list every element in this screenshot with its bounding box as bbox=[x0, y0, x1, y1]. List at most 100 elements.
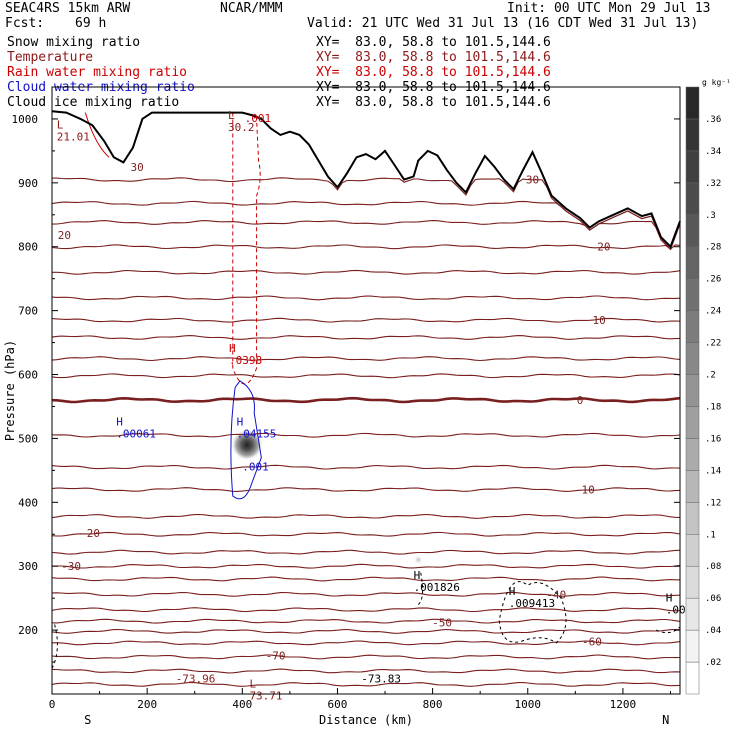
colorbar-swatch bbox=[685, 310, 700, 343]
colorbar-label: .2 bbox=[705, 371, 716, 381]
center-label: NCAR/MMM bbox=[220, 1, 283, 16]
cloud-water-contour bbox=[230, 380, 262, 500]
field-name-temperature: Temperature bbox=[7, 50, 94, 65]
colorbar-label: .34 bbox=[705, 147, 721, 157]
extremum-label: 30.2 bbox=[228, 121, 255, 134]
isotherm-line bbox=[51, 531, 681, 537]
colorbar-label: .08 bbox=[705, 562, 721, 572]
y-tick-label: 200 bbox=[18, 624, 38, 637]
colorbar-swatch bbox=[685, 661, 700, 695]
isotherm-line bbox=[51, 356, 681, 362]
field-xy-snow: XY= 83.0, 58.8 to 101.5,144.6 bbox=[316, 35, 551, 50]
cloud-ice-contour bbox=[656, 626, 681, 634]
extremum-label: H bbox=[666, 591, 673, 604]
colorbar-label: .22 bbox=[705, 339, 721, 349]
colorbar-label: .18 bbox=[705, 402, 721, 412]
y-tick-label: 400 bbox=[18, 496, 38, 509]
isotherm-label: 20 bbox=[58, 229, 71, 242]
isotherm-line bbox=[52, 269, 681, 275]
colorbar-label: .06 bbox=[705, 594, 721, 604]
colorbar-label: .32 bbox=[705, 179, 721, 189]
extremum-label: 21.01 bbox=[57, 131, 90, 144]
colorbar-swatch bbox=[685, 214, 700, 247]
isotherm-label: -20 bbox=[80, 527, 100, 540]
isotherm-line bbox=[51, 396, 681, 404]
colorbar-swatch bbox=[685, 86, 700, 120]
init-time: Init: 00 UTC Mon 29 Jul 13 bbox=[507, 1, 711, 16]
field-xy-cloud-ice: XY= 83.0, 58.8 to 101.5,144.6 bbox=[316, 95, 551, 110]
cloud-water-label: .001 bbox=[242, 460, 269, 473]
cloud-ice-contour bbox=[498, 581, 567, 644]
rain-water-contour bbox=[84, 112, 110, 158]
isotherm-line bbox=[51, 317, 681, 323]
isotherm-label: 30 bbox=[526, 174, 539, 187]
colorbar-swatch bbox=[685, 470, 700, 503]
field-name-rain: Rain water mixing ratio bbox=[7, 65, 188, 80]
colorbar-swatch bbox=[685, 374, 700, 407]
isotherm-line bbox=[51, 200, 681, 251]
y-tick-label: 600 bbox=[18, 369, 38, 382]
field-name-cloud-ice: Cloud ice mixing ratio bbox=[7, 95, 180, 110]
x-tick-label: 1000 bbox=[515, 698, 542, 711]
isotherm-line bbox=[51, 591, 681, 597]
x-tick-label: 0 bbox=[49, 698, 56, 711]
isotherm-label: -60 bbox=[582, 636, 602, 649]
colorbar-label: .26 bbox=[705, 275, 721, 285]
colorbar-swatch bbox=[685, 246, 700, 279]
extremum-label: .009413 bbox=[509, 597, 555, 610]
y-tick-label: 300 bbox=[18, 560, 38, 573]
isotherm-line bbox=[51, 618, 681, 624]
extremum-label: L bbox=[249, 678, 256, 691]
isotherm-line bbox=[52, 563, 681, 569]
cloud-water-label: H bbox=[237, 416, 244, 429]
isotherm-line bbox=[51, 513, 681, 519]
cloud-water-label: .04155 bbox=[237, 428, 277, 441]
colorbar-label: .24 bbox=[705, 307, 721, 317]
colorbar-swatch bbox=[685, 278, 700, 311]
y-axis-title: Pressure (hPa) bbox=[3, 340, 17, 441]
isotherm-line bbox=[51, 432, 681, 438]
y-tick-label: 500 bbox=[18, 432, 38, 445]
colorbar-label: .3 bbox=[705, 211, 716, 221]
colorbar-label: .04 bbox=[705, 626, 721, 636]
rain-max-label: .0398 bbox=[229, 354, 262, 367]
isotherm-line bbox=[51, 549, 681, 555]
colorbar-label: .36 bbox=[705, 115, 721, 125]
extremum-label: L bbox=[228, 109, 235, 122]
x-tick-label: 800 bbox=[423, 698, 443, 711]
isotherm-line bbox=[51, 654, 681, 660]
isotherm-label: -30 bbox=[61, 560, 81, 573]
x-axis-title: Distance (km) bbox=[319, 713, 413, 727]
isotherm-label: -50 bbox=[432, 616, 452, 629]
x-tick-label: 1200 bbox=[610, 698, 637, 711]
isotherm-line bbox=[51, 220, 681, 251]
colorbar-swatch bbox=[685, 534, 700, 567]
plot-frame bbox=[51, 86, 681, 695]
y-tick-label: 700 bbox=[18, 305, 38, 318]
extremum-label: L bbox=[57, 119, 64, 132]
x-tick-label: 600 bbox=[328, 698, 348, 711]
isotherm-line bbox=[51, 607, 681, 613]
isotherm-line bbox=[51, 628, 681, 634]
field-xy-rain: XY= 83.0, 58.8 to 101.5,144.6 bbox=[316, 65, 551, 80]
rain-water-contour bbox=[232, 112, 261, 385]
extremum-label: .00061 bbox=[116, 428, 156, 441]
isotherm-line bbox=[51, 373, 681, 379]
isotherm-line bbox=[51, 668, 681, 674]
isotherm-line bbox=[51, 335, 681, 340]
colorbar-swatch bbox=[685, 629, 700, 663]
colorbar-unit: g kg⁻¹ bbox=[702, 78, 731, 87]
x-tick-label: 200 bbox=[137, 698, 157, 711]
isotherm-line bbox=[51, 487, 681, 492]
isotherm-line bbox=[51, 295, 681, 301]
field-xy-temperature: XY= 83.0, 58.8 to 101.5,144.6 bbox=[316, 50, 551, 65]
colorbar-swatch bbox=[685, 438, 700, 471]
isotherm-line bbox=[51, 464, 681, 470]
rain-max-label: H bbox=[229, 342, 236, 355]
terrain-line bbox=[51, 110, 681, 249]
isotherm-label: 0 bbox=[577, 394, 584, 407]
extremum-label: -73.96 bbox=[176, 672, 216, 685]
rain-min-label: .001 bbox=[245, 112, 272, 125]
isotherm-label: -10 bbox=[575, 484, 595, 497]
